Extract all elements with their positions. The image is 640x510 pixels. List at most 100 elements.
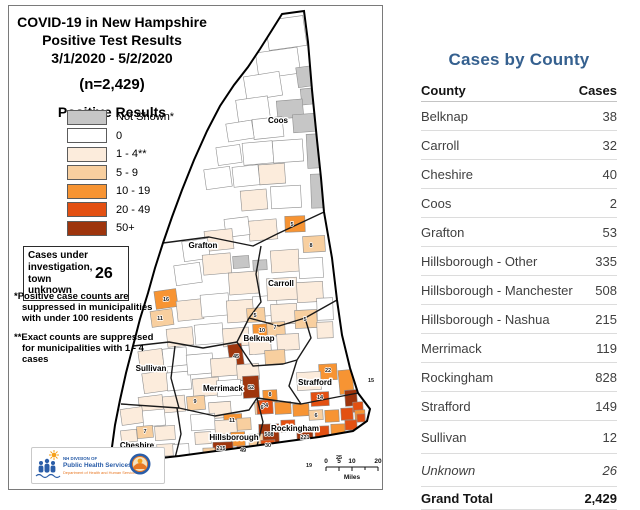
legend-label: 20 - 49 xyxy=(116,203,151,216)
legend-swatch xyxy=(67,146,107,162)
county-cell: Cheshire xyxy=(421,166,474,182)
county-cell: Hillsborough - Other xyxy=(421,253,538,269)
table-row: Grafton 53 xyxy=(421,218,617,247)
town-cell xyxy=(280,419,296,433)
sample-size: (n=2,429) xyxy=(79,75,145,93)
town-count: 5 xyxy=(290,222,293,228)
cases-cell: 828 xyxy=(595,369,617,385)
county-label: Grafton xyxy=(189,241,218,250)
town-cell xyxy=(239,188,269,212)
county-label: Strafford xyxy=(298,378,332,387)
town-cell xyxy=(332,435,346,445)
town-cell xyxy=(120,428,138,444)
map-title-line: 3/1/2020 - 5/2/2020 xyxy=(51,49,173,66)
cases-cell: 40 xyxy=(602,166,617,182)
town-count: 9 xyxy=(193,399,196,405)
legend-item: 0 xyxy=(67,128,174,143)
county-label: Hillsborough xyxy=(209,433,258,442)
nh-choropleth-map: Coos Grafton Carroll Belknap Sullivan Merrima… xyxy=(110,9,382,481)
town-cell xyxy=(203,165,233,191)
legend-swatch xyxy=(67,165,107,180)
town-count: 19 xyxy=(306,463,312,469)
town-cell xyxy=(356,413,366,423)
table-header-row: County Cases xyxy=(421,80,617,102)
town-cell xyxy=(142,408,166,428)
legend-item: 5 - 9 xyxy=(67,165,174,180)
cases-cell: 2,429 xyxy=(584,490,617,506)
town-cell xyxy=(247,218,279,242)
town-cell xyxy=(344,419,358,431)
cases-cell: 2 xyxy=(609,195,617,211)
logo-department-line: Department of Health and Human Services xyxy=(63,470,137,475)
table-title: Cases by County xyxy=(448,50,590,69)
town-count: 16 xyxy=(163,297,169,303)
investigation-callout: Cases under investigation, town unknown … xyxy=(23,246,129,302)
legend-swatch xyxy=(67,183,107,199)
county-cell: Carroll xyxy=(421,137,460,153)
county-cell: Strafford xyxy=(421,398,471,414)
sun-icon xyxy=(49,450,59,460)
county-cell: Rockingham xyxy=(421,369,494,385)
town-cell xyxy=(215,144,243,166)
footnotes: *Positive case counts are suppressed in … xyxy=(14,291,162,372)
county-label: Merrimack xyxy=(203,384,244,393)
town-cell xyxy=(136,425,154,439)
town-cell xyxy=(242,375,260,399)
table-row: Hillsborough - Other 335 xyxy=(421,247,617,276)
municipality-cells xyxy=(119,15,366,463)
legend-swatch xyxy=(67,220,107,236)
table-row: Hillsborough - Manchester 508 xyxy=(421,276,617,305)
town-count: 49 xyxy=(240,448,246,454)
footnote: *Positive case counts are suppressed in … xyxy=(14,291,153,325)
town-count: 11 xyxy=(157,316,163,322)
legend-swatch xyxy=(67,128,107,143)
table-row: Merrimack 119 xyxy=(421,334,617,363)
town-count: 25 xyxy=(336,455,342,461)
town-cell xyxy=(194,431,212,445)
cases-cell: 26 xyxy=(602,462,617,478)
footnote: **Exact counts are suppressed for munici… xyxy=(14,331,154,366)
legend-item: 10 - 19 xyxy=(67,183,174,199)
town-cell xyxy=(296,281,324,303)
map-title-line: Positive Test Results xyxy=(42,31,182,48)
cases-cell: 38 xyxy=(602,108,617,124)
town-cell xyxy=(269,248,301,274)
table-row: Unknown 26 xyxy=(421,454,617,487)
town-cell xyxy=(264,15,308,51)
table-body: Belknap 38 Carroll 32 Cheshire 40 Coos 2 Grafton… xyxy=(421,102,617,510)
legend-item: 50+ xyxy=(67,220,174,236)
town-count: 15 xyxy=(368,378,374,384)
town-cell xyxy=(186,394,206,412)
town-cell xyxy=(264,349,286,365)
town-count: 11 xyxy=(229,418,235,424)
town-cell xyxy=(276,333,300,351)
table-row: Coos 2 xyxy=(421,189,617,218)
town-cell xyxy=(149,308,175,328)
county-cell: Hillsborough - Nashua xyxy=(421,311,550,327)
town-count: 24 xyxy=(262,403,269,409)
county-cell: Hillsborough - Manchester xyxy=(421,282,573,298)
county-label: Sullivan xyxy=(136,364,167,373)
cases-cell: 508 xyxy=(595,282,617,298)
town-cell xyxy=(270,184,302,210)
legend-swatch xyxy=(67,109,107,125)
table-row: Belknap 38 xyxy=(421,102,617,131)
town-cell xyxy=(274,401,292,415)
town-cell xyxy=(340,407,354,421)
covid-report-figure: { "figure": { "title_lines": ["COVID-19 … xyxy=(8,5,617,510)
town-count: 5 xyxy=(303,317,306,323)
county-label: Belknap xyxy=(243,334,274,343)
town-cell xyxy=(154,424,176,442)
town-count: 10 xyxy=(259,328,265,334)
map-figure: Coos Grafton Carroll Belknap Sullivan Merrima… xyxy=(8,5,383,490)
cases-cell: 215 xyxy=(595,311,617,327)
svg-text:20: 20 xyxy=(374,458,382,465)
cases-cell: 119 xyxy=(596,340,617,356)
legend-item: 20 - 49 xyxy=(67,202,174,217)
table-row: Cheshire 40 xyxy=(421,160,617,189)
county-label: Carroll xyxy=(268,279,294,288)
county-boundaries xyxy=(120,211,359,459)
scale-bar: 0 5 10 20 Miles xyxy=(324,458,382,481)
town-count: 215 xyxy=(216,446,225,452)
